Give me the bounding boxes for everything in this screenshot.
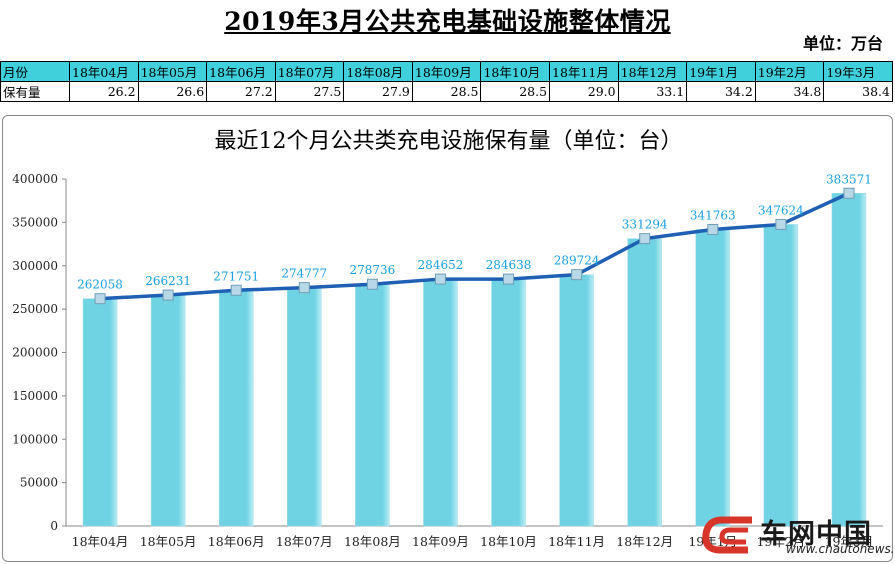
month-header-cell: 18年11月 — [549, 61, 619, 82]
bar — [287, 287, 322, 527]
month-header-cell: 18年10月 — [480, 61, 551, 82]
x-tick-label: 19年3月 — [825, 534, 874, 549]
x-tick-label: 18年10月 — [480, 534, 537, 549]
data-label: 274777 — [281, 267, 327, 281]
page-title: 2019年3月公共充电基础设施整体情况 — [224, 7, 671, 36]
x-tick-label: 18年05月 — [140, 534, 197, 549]
line-point-marker — [639, 233, 651, 245]
line-point-marker — [162, 289, 174, 301]
month-header-cell: 18年12月 — [617, 61, 688, 82]
y-tick-label: 400000 — [12, 172, 58, 186]
value-cell: 34.8 — [754, 81, 825, 102]
bar — [423, 278, 458, 527]
x-tick-label: 19年1月 — [688, 534, 737, 549]
summary-values-row: 保有量 26.2 26.6 27.2 27.5 27.9 28.5 28.5 29.0 33.1… — [0, 81, 893, 102]
bar — [831, 193, 867, 527]
x-tick-label: 18年04月 — [72, 534, 129, 549]
data-label: 383571 — [826, 172, 872, 186]
x-tick-label: 19年2月 — [756, 534, 805, 549]
brand-logo-icon — [702, 516, 752, 554]
row-header-months: 月份 — [0, 61, 70, 82]
month-header-cell: 18年05月 — [137, 61, 208, 82]
data-label: 341763 — [690, 209, 736, 223]
data-label: 347624 — [758, 203, 804, 217]
chart-title: 最近12个月公共类充电设施保有量（单位：台） — [214, 129, 683, 154]
value-cell: 38.4 — [823, 81, 893, 102]
value-cell: 34.2 — [686, 81, 756, 102]
summary-table: 月份 18年04月 18年05月 18年06月 18年07月 18年08月 18年09月 1… — [0, 61, 893, 102]
value-cell: 27.2 — [206, 81, 276, 102]
x-tick-label: 18年12月 — [616, 534, 673, 549]
data-label: 284638 — [486, 258, 532, 272]
month-header-cell: 18年09月 — [411, 61, 482, 82]
line-point-marker — [571, 269, 583, 281]
month-header-cell: 19年3月 — [823, 61, 893, 82]
line-point-marker — [434, 273, 446, 285]
line-point-marker — [775, 218, 787, 230]
month-header-cell: 18年07月 — [274, 61, 345, 82]
line-series — [99, 191, 850, 301]
month-header-cell: 18年04月 — [69, 61, 139, 82]
data-label: 284652 — [418, 258, 464, 272]
month-header-cell: 19年2月 — [754, 61, 825, 82]
y-tick-label: 200000 — [12, 346, 58, 360]
line-point-marker — [230, 284, 242, 296]
line-point-marker — [366, 278, 378, 290]
x-tick-label: 18年06月 — [208, 534, 265, 549]
bar — [82, 298, 118, 527]
brand-name: 车网中国 — [760, 519, 872, 550]
x-tick-label: 18年11月 — [548, 534, 605, 549]
value-cell: 29.0 — [549, 81, 619, 102]
line-point-marker — [94, 293, 106, 305]
x-tick-label: 18年09月 — [412, 534, 469, 549]
month-header-cell: 19年1月 — [686, 61, 756, 82]
month-header-cell: 18年06月 — [206, 61, 276, 82]
data-label: 271751 — [213, 269, 259, 283]
data-label: 266231 — [145, 274, 191, 288]
value-cell: 33.1 — [617, 81, 688, 102]
y-tick-label: 50000 — [20, 476, 58, 490]
value-cell: 28.5 — [480, 81, 551, 102]
bar — [355, 283, 390, 527]
data-label: 289724 — [554, 254, 600, 268]
value-cell: 26.2 — [69, 81, 139, 102]
y-tick-label: 250000 — [12, 302, 58, 316]
brand-site: www.cnautonews.com — [786, 542, 895, 556]
bar — [491, 278, 526, 527]
bar — [218, 290, 254, 527]
y-tick-label: 150000 — [12, 389, 58, 403]
unit-note: 单位：万台 — [802, 34, 883, 53]
x-tick-label: 18年08月 — [344, 534, 401, 549]
y-tick-label: 300000 — [12, 259, 58, 273]
bar-line-chart: 0 50000 100000 150000 200000 250000 300000 3500… — [12, 172, 883, 549]
x-tick-label: 18年07月 — [276, 534, 333, 549]
month-header-cell: 18年08月 — [343, 61, 413, 82]
value-cell: 28.5 — [411, 81, 482, 102]
value-cell: 27.5 — [274, 81, 345, 102]
line-point-marker — [298, 282, 310, 294]
value-cell: 26.6 — [137, 81, 208, 102]
row-header-values: 保有量 — [0, 81, 70, 102]
y-tick-label: 0 — [50, 519, 58, 533]
y-tick-label: 350000 — [12, 215, 58, 229]
bar — [150, 294, 186, 527]
data-label: 262058 — [77, 278, 123, 292]
data-label: 278736 — [349, 263, 395, 277]
data-label: 331294 — [622, 218, 668, 232]
bar — [627, 238, 662, 527]
bar — [695, 229, 731, 527]
line-point-marker — [707, 224, 719, 236]
y-tick-label: 100000 — [12, 432, 58, 446]
line-point-marker — [503, 273, 515, 285]
chart-panel: 最近12个月公共类充电设施保有量（单位：台） 0 50000 100000 15000… — [2, 115, 893, 562]
bar — [559, 274, 594, 527]
brand-watermark: 车网中国 www.cnautonews.com — [700, 508, 895, 562]
value-cell: 27.9 — [343, 81, 413, 102]
line-point-marker — [843, 187, 855, 199]
bar — [763, 224, 799, 527]
summary-header-row: 月份 18年04月 18年05月 18年06月 18年07月 18年08月 18年09月 1… — [0, 61, 893, 82]
